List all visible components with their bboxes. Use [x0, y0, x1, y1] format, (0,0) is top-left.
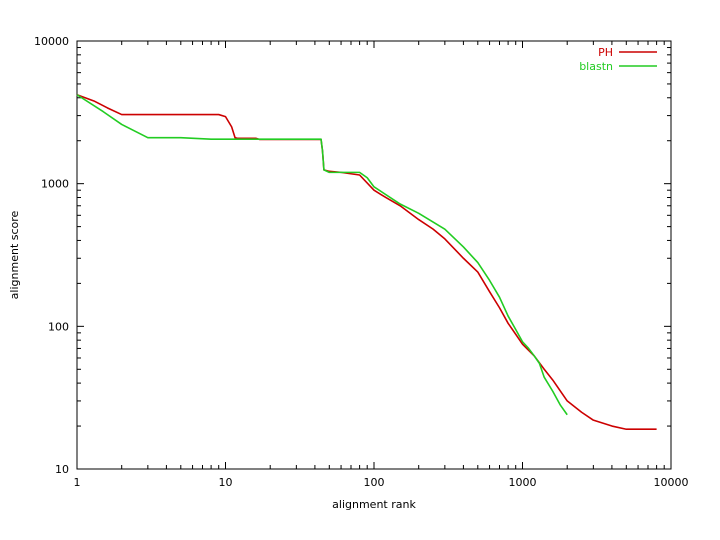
y-tick-label: 100 — [48, 320, 69, 333]
x-tick-label: 1 — [74, 476, 81, 489]
x-tick-label: 10 — [219, 476, 233, 489]
plot-frame — [76, 40, 672, 470]
legend-label-ph: PH — [598, 46, 613, 59]
y-axis-label: alignment score — [8, 210, 21, 299]
series-group — [76, 93, 657, 431]
x-tick-label: 100 — [364, 476, 385, 489]
x-axis-label: alignment rank — [332, 498, 416, 511]
y-tick-label: 10000 — [34, 35, 69, 48]
x-tick-label: 1000 — [509, 476, 537, 489]
series-line-ph — [76, 93, 657, 431]
y-tick-label: 10 — [55, 463, 69, 476]
x-tick-label: 10000 — [654, 476, 689, 489]
y-tick-label: 1000 — [41, 178, 69, 191]
axis-ticks: 1 10 100 1000 10000 10 100 1000 10000 — [34, 35, 689, 489]
series-line-blastn — [76, 94, 568, 416]
legend-label-blastn: blastn — [579, 60, 613, 73]
